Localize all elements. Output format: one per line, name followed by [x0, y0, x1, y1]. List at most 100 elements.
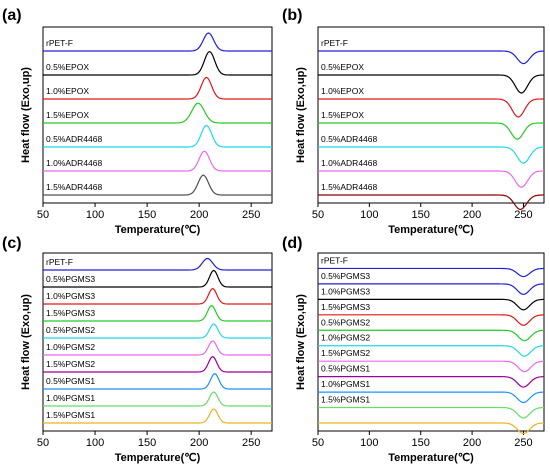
series-label: 0.5%PGMS3 [46, 274, 95, 284]
series-label: 1.0%EPOX [321, 86, 364, 96]
x-tick-label: 150 [412, 209, 430, 221]
x-tick-label: 150 [412, 437, 430, 449]
x-axis-title: Temperature(℃) [388, 224, 474, 236]
series-curve [318, 298, 545, 311]
series-curve [43, 102, 272, 124]
series-curve [43, 50, 272, 76]
series-curve [43, 323, 272, 339]
panel-1: (a) 50 100 150 200 250 Temperature(℃) Heat flow… [2, 7, 273, 236]
series-label: 1.0%ADR4468 [46, 158, 103, 168]
series-label: 0.5%ADR4468 [46, 134, 103, 144]
x-axis-title: Temperature(℃) [115, 224, 201, 236]
series-curve [43, 356, 272, 373]
series-label: 1.0%PGMS3 [321, 286, 370, 296]
x-tick-label: 250 [514, 209, 532, 221]
panel-2: (b) 50 100 150 200 250 Temperature(℃) Heat flow… [282, 7, 545, 236]
series-curve [318, 391, 545, 404]
series-label: 1.5%EPOX [46, 110, 89, 120]
series-curve [43, 408, 272, 424]
series-curve [43, 124, 272, 148]
series-label: 0.5%EPOX [46, 62, 89, 72]
series-label: 1.0%PGMS2 [46, 342, 95, 352]
series-curve [318, 314, 545, 326]
series-label: 0.5%PGMS2 [321, 317, 370, 327]
x-tick-label: 50 [37, 437, 49, 449]
x-tick-label: 100 [360, 437, 378, 449]
series-curve [318, 267, 545, 278]
series-label: 1.5%ADR4468 [321, 182, 378, 192]
series-label: 0.5%ADR4468 [321, 134, 378, 144]
series-curve [318, 146, 545, 164]
series-curve [43, 340, 272, 356]
series-curve [43, 76, 272, 100]
panel-label: (a) [2, 7, 22, 24]
x-tick-label: 250 [242, 209, 260, 221]
series-label: 0.5%PGMS2 [46, 325, 95, 335]
plot-frame [42, 252, 273, 432]
series-label: rPET-F [321, 38, 348, 48]
plot-frame [317, 252, 545, 432]
x-tick-label: 50 [312, 437, 324, 449]
panel-label: (d) [282, 235, 302, 252]
series-curve [43, 257, 272, 271]
series-label: 1.5%PGMS1 [321, 395, 370, 405]
x-tick-label: 200 [190, 437, 208, 449]
series-label: 1.5%EPOX [321, 110, 364, 120]
series-curve [318, 50, 545, 65]
x-tick-label: 100 [86, 437, 104, 449]
series-curve [43, 174, 272, 196]
series-label: rPET-F [46, 38, 73, 48]
series-label: 1.0%PGMS2 [321, 333, 370, 343]
series-curve [318, 98, 545, 118]
series-label: 1.0%ADR4468 [321, 158, 378, 168]
series-curve [318, 122, 544, 140]
x-tick-label: 200 [190, 209, 208, 221]
series-curve [318, 194, 545, 211]
series-label: 1.5%ADR4468 [46, 182, 103, 192]
series-curve [318, 406, 545, 419]
panel-3: (c) 50 100 150 200 250 Temperature(℃) Heat flow… [2, 235, 273, 464]
plot-frame [42, 26, 273, 204]
x-axis-title: Temperature(℃) [115, 452, 201, 464]
series-curve [318, 170, 545, 188]
series-curve [43, 391, 272, 407]
series-curve [43, 269, 272, 288]
y-axis-title: Heat flow (Exo,up) [295, 67, 307, 163]
x-tick-label: 200 [463, 209, 481, 221]
series-label: 1.5%PGMS1 [46, 410, 95, 420]
series-curve [318, 422, 545, 435]
x-tick-label: 100 [86, 209, 104, 221]
x-tick-label: 50 [312, 209, 324, 221]
series-curve [318, 74, 545, 94]
plot-frame [317, 26, 545, 204]
series-label: 0.5%PGMS3 [321, 271, 370, 281]
series-label: 1.5%PGMS2 [46, 359, 95, 369]
series-curve [318, 376, 545, 388]
series-curve [43, 150, 272, 172]
x-tick-label: 100 [360, 209, 378, 221]
x-tick-label: 200 [463, 437, 481, 449]
series-label: 1.0%PGMS1 [321, 379, 370, 389]
x-tick-label: 250 [242, 437, 260, 449]
series-curve [318, 283, 545, 295]
y-axis-title: Heat flow (Exo,up) [20, 67, 32, 163]
series-label: rPET-F [46, 257, 73, 267]
series-label: 1.0%PGMS3 [46, 291, 95, 301]
x-tick-label: 150 [138, 437, 156, 449]
series-label: 1.0%EPOX [46, 86, 89, 96]
series-curve [43, 288, 272, 305]
panel-label: (c) [2, 235, 22, 252]
series-label: 0.5%PGMS1 [321, 364, 370, 374]
series-curve [43, 373, 272, 390]
series-label: 0.5%EPOX [321, 62, 364, 72]
series-label: 1.5%PGMS3 [321, 302, 370, 312]
series-label: 1.5%PGMS3 [46, 308, 95, 318]
series-label: rPET-F [321, 255, 348, 265]
series-curve [43, 32, 272, 52]
series-curve [43, 305, 272, 322]
panel-label: (b) [282, 7, 302, 24]
series-label: 1.0%PGMS1 [46, 393, 95, 403]
series-curve [318, 345, 545, 357]
x-tick-label: 250 [514, 437, 532, 449]
